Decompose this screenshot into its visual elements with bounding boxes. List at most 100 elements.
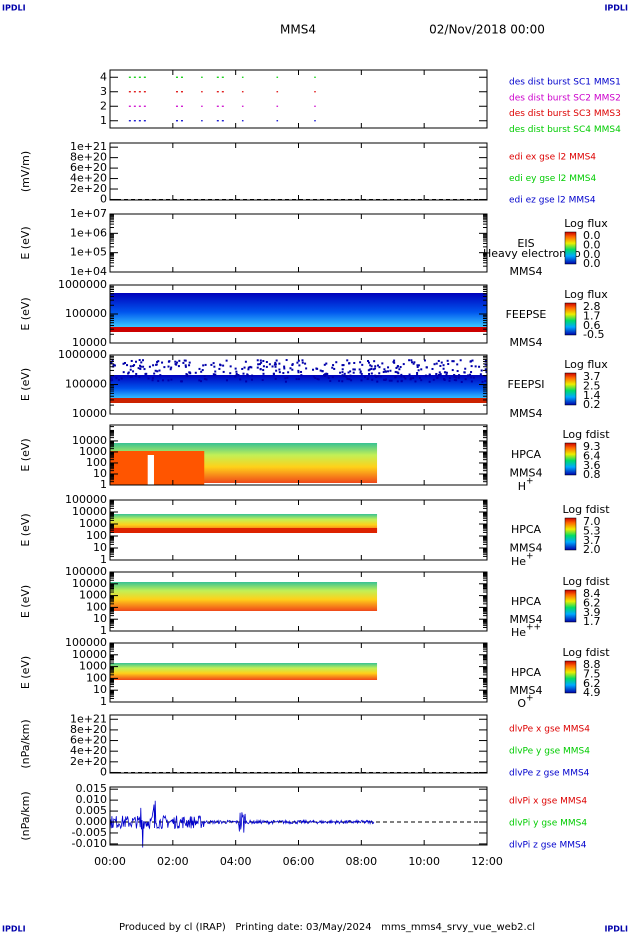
instrument-label: MMS4	[510, 265, 543, 278]
y-tick-label: 2	[100, 99, 107, 112]
spectrogram-speck	[213, 365, 216, 368]
colorbar	[564, 302, 577, 336]
instrument-label: HPCA	[511, 666, 542, 679]
spectrogram-speck	[257, 363, 260, 366]
y-tick-label: 10000	[72, 648, 107, 661]
spectrogram-speck	[234, 367, 237, 370]
y-tick-label: 1e+21	[70, 712, 107, 725]
spectrogram-speck	[396, 371, 399, 374]
colorbar	[564, 589, 577, 623]
y-tick-label: 2e+20	[70, 755, 107, 768]
spectrogram-speck	[198, 367, 201, 370]
species-charge: +	[526, 477, 534, 487]
spectrogram-speck	[147, 377, 150, 380]
spectrogram-speck	[278, 368, 281, 371]
spectrogram-speck	[348, 378, 351, 381]
spectrogram-speck	[393, 359, 396, 362]
colorbar-title: Log flux	[564, 217, 608, 230]
legend-entry: dlvPi y gse MMS4	[509, 819, 587, 829]
spectrogram-speck	[369, 364, 372, 367]
y-tick-label: 4e+20	[70, 172, 107, 185]
corner-label: IPDLI	[2, 925, 26, 934]
spectrogram-speck	[343, 372, 346, 375]
spectrogram-speck	[176, 361, 179, 364]
spectrogram-speck	[484, 368, 487, 371]
spectrogram-speck	[384, 370, 387, 373]
spectrogram-speck	[201, 369, 204, 372]
y-tick-label: 1e+04	[70, 265, 107, 278]
spectrogram-speck	[346, 377, 349, 380]
y-tick-label: 10000	[72, 434, 107, 447]
spectrogram-speck	[433, 363, 436, 366]
spectrogram-speck	[167, 365, 170, 368]
spectrogram-speck	[345, 375, 348, 378]
spectrogram-speck	[297, 369, 300, 372]
spectrogram-speck	[359, 361, 362, 364]
spectrogram-speck	[235, 372, 238, 375]
spectrogram-speck	[234, 374, 237, 377]
spectrogram-speck	[262, 365, 265, 368]
instrument-label: EIS	[517, 237, 534, 250]
spectrogram-speck	[342, 364, 345, 367]
y-tick-label: 1	[100, 114, 107, 127]
y-axis-label: E (eV)	[19, 513, 32, 546]
spectrogram-speck	[167, 379, 170, 382]
spectrogram-speck	[287, 371, 290, 374]
y-tick-label: -0.010	[72, 837, 107, 850]
spectrogram-speck	[259, 359, 262, 362]
y-axis-label: (mV/m)	[19, 151, 32, 192]
spectrogram-speck	[378, 372, 381, 375]
spectrogram-speck	[459, 359, 462, 362]
spectrogram-speck	[404, 377, 407, 380]
spectrogram-speck	[420, 368, 423, 371]
spectrogram-speck	[170, 366, 173, 369]
spectrogram-speck	[185, 373, 188, 376]
instrument-label: FEEPSI	[507, 378, 544, 391]
y-axis-label: E (eV)	[19, 297, 32, 330]
spectrogram-speck	[244, 360, 247, 363]
spectrogram-speck	[189, 372, 192, 375]
spectrogram-speck	[469, 373, 472, 376]
spectrogram-speck	[300, 370, 303, 373]
spectrogram-speck	[111, 379, 114, 382]
colorbar-label: 7.5	[583, 667, 601, 680]
spectrogram-speck	[141, 359, 144, 362]
y-tick-label: 0.010	[76, 793, 108, 806]
spectrogram-speck	[242, 372, 245, 375]
legend-entry: des dist burst SC4 MMS4	[509, 125, 621, 135]
spectrogram-speck	[323, 363, 326, 366]
instrument-label: MMS4	[510, 613, 543, 626]
spectrogram-speck	[339, 371, 342, 374]
x-tick-label: 12:00	[471, 855, 503, 868]
spectrogram-speck	[205, 378, 208, 381]
y-tick-label: 1000	[79, 445, 107, 458]
spectrogram-speck	[151, 377, 154, 380]
legend-entry: edi ex gse l2 MMS4	[509, 153, 596, 163]
colorbar-label: 6.2	[583, 596, 601, 609]
spectrogram-speck	[352, 368, 355, 371]
spectrogram-speck	[110, 377, 113, 380]
spectrogram-speck	[347, 371, 350, 374]
spectrogram-speck	[413, 361, 416, 364]
y-tick-label: 1000	[79, 660, 107, 673]
plot-date: 02/Nov/2018 00:00	[429, 23, 545, 37]
spectrogram-speck	[464, 378, 467, 381]
colorbar-label: 0.0	[583, 229, 601, 242]
y-tick-label: 1e+05	[70, 246, 107, 259]
spectrogram-speck	[383, 368, 386, 371]
y-tick-label: 0.000	[76, 815, 108, 828]
instrument-label: MMS4	[510, 407, 543, 420]
spectrogram-speck	[374, 365, 377, 368]
spectrogram-speck	[398, 368, 401, 371]
spectrogram-speck	[341, 371, 344, 374]
panel-frame	[109, 786, 488, 846]
spectrogram-speck	[262, 369, 265, 372]
spectrogram-speck	[155, 363, 158, 366]
spectrogram-speck	[394, 376, 397, 379]
colorbar-label: 0.8	[583, 468, 601, 481]
spectrogram-band	[110, 528, 378, 533]
spectrogram-speck	[360, 372, 363, 375]
spectrogram-speck	[435, 362, 438, 365]
instrument-label: HPCA	[511, 595, 542, 608]
colorbar-label: 8.4	[583, 587, 601, 600]
